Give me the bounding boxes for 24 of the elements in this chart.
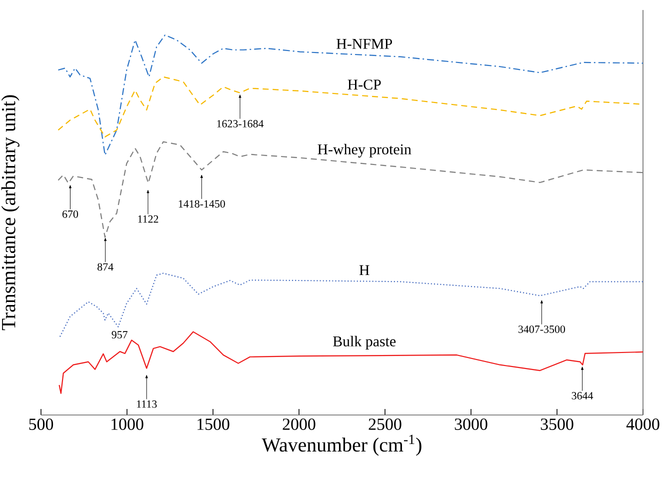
annotation: 957 [112, 331, 128, 338]
annotation: 1113 [137, 400, 157, 408]
x-tick-label: 1000 [112, 418, 144, 430]
x-tick-label: 3500 [540, 418, 574, 430]
series-label: H-whey protein [318, 144, 412, 158]
x-tick-label: 2000 [282, 418, 316, 430]
series-label: H-CP [348, 80, 381, 90]
series-label: Bulk paste [333, 336, 396, 350]
annotation: 1122 [138, 215, 158, 223]
series-label: H [359, 265, 370, 276]
x-tick-label: 2500 [368, 418, 402, 430]
annotation: 3644 [572, 392, 594, 400]
x-tick-label: 500 [29, 418, 54, 430]
annotation: 1418-1450 [178, 200, 225, 208]
annotation: 1623-1684 [217, 120, 264, 128]
series-label: H-NFMP [336, 38, 392, 49]
annotation: 3407-3500 [518, 326, 566, 333]
x-tick-label: 4000 [626, 418, 660, 430]
y-axis-title: Transmittance (arbitrary unit) [1, 95, 20, 330]
x-tick-label: 3000 [454, 418, 488, 430]
annotation: 874 [98, 263, 114, 271]
x-axis-title: Wavenumber (cm$^{-1}$) [262, 434, 422, 456]
x-tick-label: 1500 [198, 418, 230, 430]
annotation: 670 [62, 210, 78, 218]
